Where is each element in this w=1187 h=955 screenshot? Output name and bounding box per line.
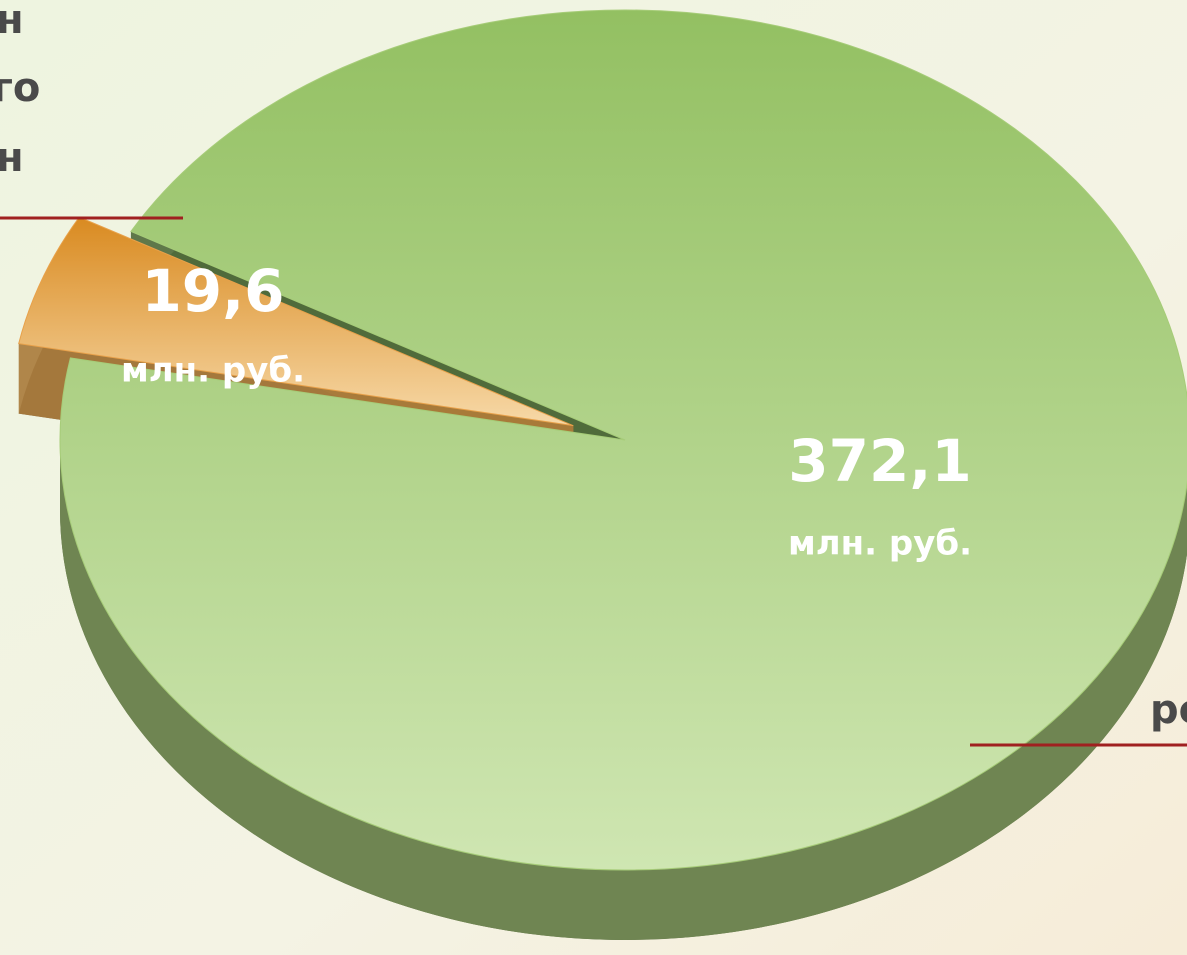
annotation: ре [1150,687,1187,733]
data-unit: млн. руб. [121,351,305,391]
data-unit: млн. руб. [788,524,972,564]
pie [18,9,1187,940]
slice [59,9,1187,871]
annotation: го [0,65,40,111]
annotation: н [0,0,24,43]
annotation: н [0,135,24,181]
data-label: 19,6 [141,257,284,325]
data-label: 372,1 [788,427,971,495]
slice-side [60,440,1187,940]
